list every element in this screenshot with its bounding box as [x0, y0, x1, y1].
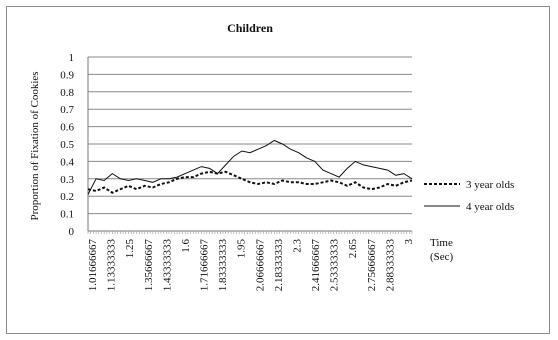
y-tick-label: 0.2 — [60, 191, 74, 203]
x-tick-label: 1.83333333 — [217, 239, 229, 292]
legend-label: 3 year olds — [466, 179, 514, 191]
x-tick-label: 2.75666667 — [366, 239, 378, 292]
gridlines — [87, 56, 413, 234]
series-lines — [87, 139, 413, 195]
x-tick-label: 1.6 — [180, 239, 192, 253]
x-tick-label: 3 — [403, 239, 415, 245]
chart-title: Children — [227, 21, 273, 35]
x-tick-label: 1.43333333 — [161, 239, 173, 292]
y-tick-label: 0.9 — [60, 69, 74, 81]
x-tick-label: 2.06666667 — [254, 239, 266, 292]
x-tick-label: 2.88333333 — [384, 239, 396, 292]
x-tick-label: 1.95 — [236, 239, 248, 259]
legend-label: 4 year olds — [466, 201, 514, 213]
y-axis-label: Proportion of Fixation of Cookies — [29, 71, 41, 220]
y-tick-label: 0.3 — [60, 174, 74, 186]
x-tick-label: 2.3 — [291, 239, 303, 253]
y-tick-label: 0.5 — [60, 139, 74, 151]
x-tick-label: 1.71666667 — [199, 239, 211, 292]
y-tick-label: 0.7 — [60, 104, 74, 116]
legend: 3 year olds 4 year olds — [424, 179, 514, 213]
y-tick-label: 0.4 — [60, 156, 74, 168]
x-tick-label: 1.25 — [124, 239, 136, 259]
y-tick-label: 0.6 — [60, 122, 74, 134]
y-tick-labels: 0 0.1 0.2 0.3 0.4 0.5 0.6 0.7 0.8 0.9 1 — [60, 52, 74, 238]
x-axis-label-unit: (Sec) — [430, 251, 454, 263]
x-tick-label: 2.41666667 — [310, 239, 322, 292]
x-axis-label-time: Time — [430, 237, 453, 249]
x-tick-label: 1.35666667 — [143, 239, 155, 292]
series-line-3-year-olds — [87, 170, 413, 194]
y-tick-label: 0.8 — [60, 87, 74, 99]
x-tick-label: 1.01666667 — [87, 239, 99, 292]
x-tick-label: 2.53333333 — [329, 239, 341, 292]
series-line-4-year-olds — [87, 139, 413, 195]
chart-frame — [6, 6, 550, 334]
x-tick-label: 2.18333333 — [273, 239, 285, 292]
x-tick-label: 1.13333333 — [106, 239, 118, 292]
y-tick-label: 0 — [69, 226, 75, 238]
x-tick-label: 2.65 — [347, 239, 359, 259]
x-tick-labels: 1.01666667 1.13333333 1.25 1.35666667 1.4333… — [87, 239, 415, 292]
y-tick-label: 1 — [69, 52, 75, 64]
y-tick-label: 0.1 — [60, 209, 74, 221]
